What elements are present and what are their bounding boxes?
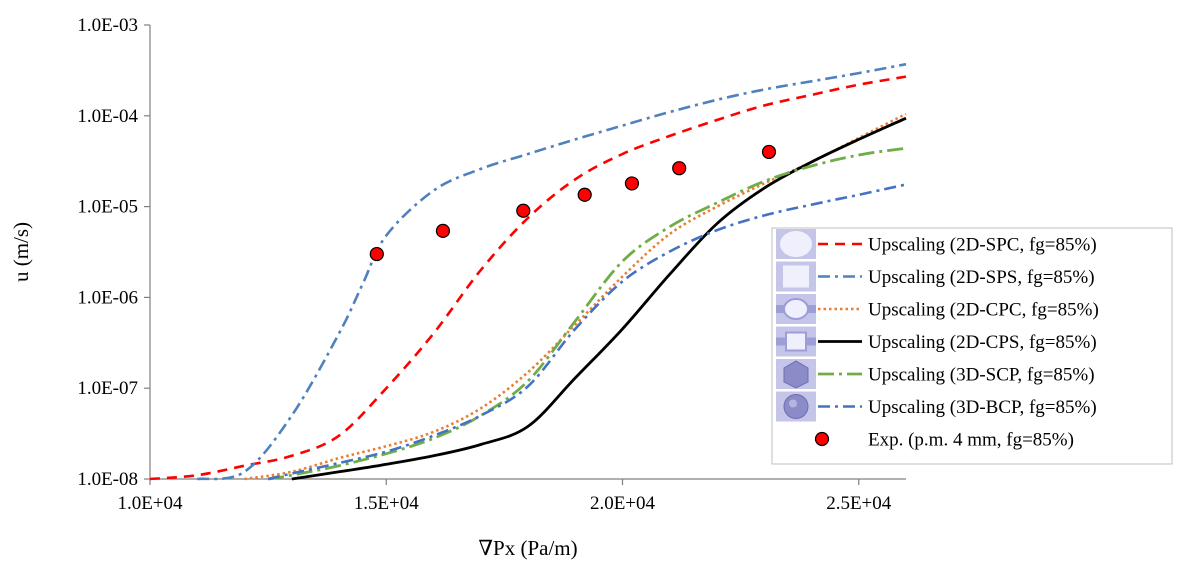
series-line-5	[267, 146, 907, 481]
cube-pore-icon	[776, 359, 816, 389]
y-tick-label: 1.0E-08	[77, 469, 138, 490]
series-line-1	[150, 75, 907, 481]
x-tick-label: 1.5E+04	[354, 493, 420, 514]
exp-data-point	[369, 246, 384, 262]
legend-label: Upscaling (2D-CPC, fg=85%)	[868, 300, 1099, 321]
series-line-4	[291, 116, 907, 481]
y-tick-label: 1.0E-03	[77, 15, 138, 36]
legend-label: Exp. (p.m. 4 mm, fg=85%)	[868, 430, 1074, 451]
marker-layer	[369, 144, 777, 262]
x-tick-label: 1.0E+04	[117, 493, 183, 514]
x-tick-label: 2.5E+04	[826, 493, 892, 514]
tick-marks	[144, 24, 860, 485]
y-tick-label: 1.0E-04	[77, 106, 138, 127]
cross-square-pore-icon	[776, 326, 816, 357]
legend-label: Upscaling (3D-BCP, fg=85%)	[868, 397, 1097, 418]
series-line-3	[244, 112, 907, 481]
exp-data-point	[624, 176, 640, 191]
series-line-2	[197, 62, 907, 481]
y-axis-title: u (m/s)	[9, 222, 33, 282]
exp-data-point	[672, 161, 687, 176]
x-axis-title: ∇Px (Pa/m)	[478, 536, 577, 560]
circle-pore-icon	[776, 229, 816, 259]
y-tick-label: 1.0E-05	[77, 197, 138, 218]
legend-label: Upscaling (2D-SPC, fg=85%)	[868, 235, 1097, 256]
legend-label: Upscaling (2D-SPS, fg=85%)	[868, 267, 1095, 288]
series-line-6	[267, 183, 907, 481]
square-pore-icon	[776, 261, 816, 292]
exp-data-point	[761, 144, 777, 160]
legend-marker	[814, 431, 830, 447]
x-tick-label: 2.0E+04	[590, 493, 656, 514]
legend-box	[771, 227, 1173, 465]
y-tick-label: 1.0E-07	[77, 378, 138, 399]
tick-labels: 1.0E-08 1.0E-07 1.0E-06 1.0E-05 1.0E-04 1.0E-…	[77, 15, 891, 514]
legend-label: Upscaling (2D-CPS, fg=85%)	[868, 332, 1097, 353]
exp-data-point	[435, 223, 451, 238]
legend-label: Upscaling (3D-SCP, fg=85%)	[868, 365, 1095, 386]
exp-data-point	[516, 203, 531, 218]
legend: Upscaling (2D-SPC, fg=85%) Upscaling (2D-…	[771, 227, 1173, 465]
y-tick-label: 1.0E-06	[77, 287, 138, 308]
cross-circle-pore-icon	[776, 294, 816, 324]
series-layer	[150, 62, 907, 481]
sphere-pore-icon	[776, 391, 816, 422]
exp-data-point	[577, 187, 592, 202]
